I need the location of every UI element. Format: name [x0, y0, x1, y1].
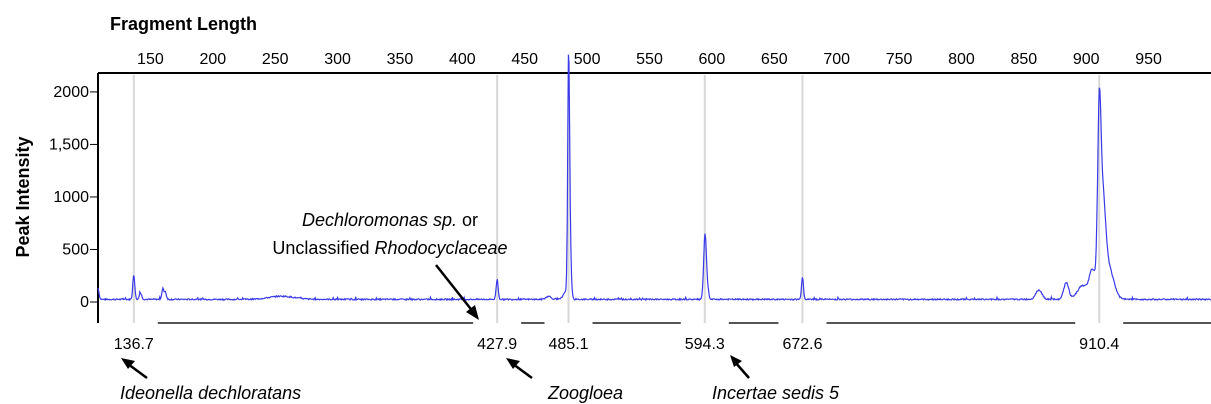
annotation-dechloromonas-line1: Dechloromonas sp. or [302, 210, 478, 230]
y-tick-label-0: 0 [80, 294, 89, 311]
peak-label-0: 136.7 [114, 336, 154, 353]
fragment-peak-labels: 136.7 427.9 485.1 594.3 672.6 910.4 [114, 336, 1120, 353]
annotation-zoogloea-arrow [512, 362, 533, 380]
annotation-zoogloea-label: Zoogloea [547, 383, 623, 403]
x-tick-label-15: 900 [1073, 51, 1100, 68]
x-tick-label-3: 300 [324, 51, 351, 68]
x-tick-label-9: 600 [699, 51, 726, 68]
y-tick-label-3: 1,500 [49, 136, 89, 153]
annotation-dechloromonas-line2: Unclassified Rhodocyclaceae [272, 238, 507, 258]
annotation-incertae-label: Incertae sedis 5 [712, 383, 840, 403]
annotation-incertae: Incertae sedis 5 [712, 355, 840, 403]
y-tick-label-4: 2000 [53, 84, 89, 101]
peak-label-5: 910.4 [1079, 336, 1119, 353]
x-tick-label-11: 700 [823, 51, 850, 68]
x-tick-label-7: 500 [574, 51, 601, 68]
x-tick-labels: 150 200 250 300 350 400 450 500 550 600 650 700 750 8… [137, 51, 1162, 68]
annotation-dechloromonas-italic2: Rhodocyclaceae [374, 238, 507, 258]
y-tick-labels: 0 500 1000 1,500 2000 [49, 84, 98, 311]
annotation-ideonella: Ideonella dechloratans [120, 358, 301, 403]
annotation-dechloromonas-arrowhead [466, 305, 479, 320]
annotation-ideonella-label: Ideonella dechloratans [120, 383, 301, 403]
peak-label-3: 594.3 [685, 336, 725, 353]
x-axis-title: Fragment Length [110, 14, 257, 34]
x-tick-label-0: 150 [137, 51, 164, 68]
plot-area [98, 73, 1211, 323]
peak-label-4: 672.6 [782, 336, 822, 353]
x-tick-label-2: 250 [262, 51, 289, 68]
gridlines [132, 75, 1101, 323]
annotation-zoogloea: Zoogloea [506, 358, 623, 403]
y-tick-label-2: 1000 [53, 189, 89, 206]
annotation-dechloromonas: Dechloromonas sp. or Unclassified Rhodoc… [272, 210, 508, 320]
peak-label-1: 427.9 [477, 336, 517, 353]
annotation-dechloromonas-plain2: Unclassified [272, 238, 374, 258]
annotation-dechloromonas-arrow [435, 264, 475, 314]
x-tick-label-6: 450 [511, 51, 538, 68]
peak-label-2: 485.1 [549, 336, 589, 353]
x-tick-label-10: 650 [761, 51, 788, 68]
x-tick-label-4: 350 [387, 51, 414, 68]
annotation-incertae-arrow [734, 361, 750, 379]
intensity-trace [97, 54, 1211, 302]
annotation-ideonella-arrow [127, 362, 148, 380]
annotation-incertae-arrowhead [730, 355, 742, 367]
y-axis-title: Peak Intensity [13, 136, 33, 257]
annotation-dechloromonas-plain1: or [457, 210, 478, 230]
annotation-zoogloea-arrowhead [506, 358, 520, 369]
x-tick-label-1: 200 [199, 51, 226, 68]
x-tick-label-14: 850 [1010, 51, 1037, 68]
x-tick-label-8: 550 [636, 51, 663, 68]
annotation-dechloromonas-italic1: Dechloromonas sp. [302, 210, 457, 230]
x-tick-label-13: 800 [948, 51, 975, 68]
y-tick-label-1: 500 [62, 241, 89, 258]
x-tick-label-12: 750 [886, 51, 913, 68]
annotation-ideonella-arrowhead [121, 358, 135, 369]
x-tick-label-5: 400 [449, 51, 476, 68]
x-tick-label-16: 950 [1135, 51, 1162, 68]
